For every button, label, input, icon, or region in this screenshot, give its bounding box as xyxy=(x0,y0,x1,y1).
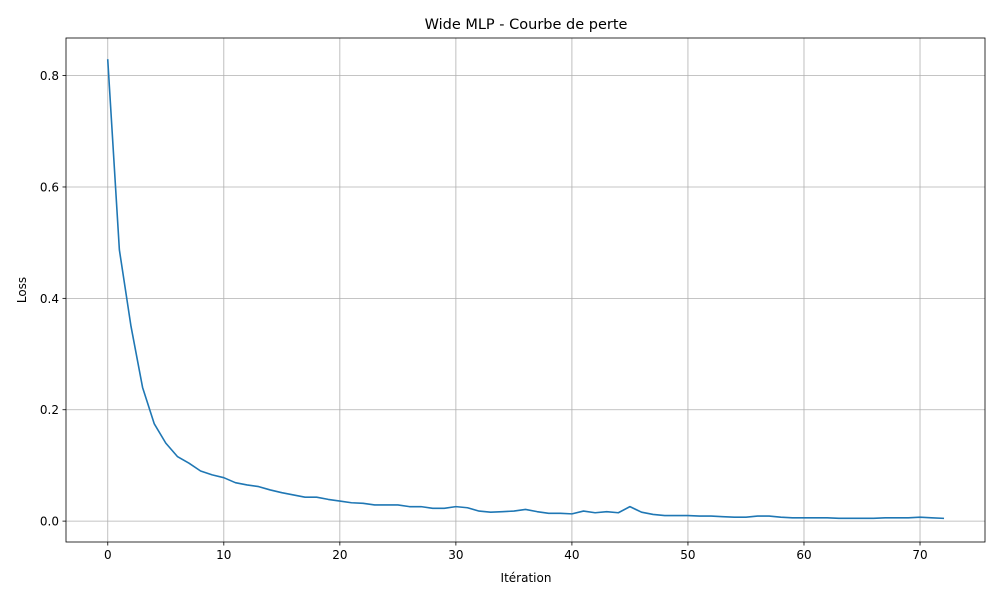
x-axis-label: Itération xyxy=(501,571,552,585)
x-tick-label: 20 xyxy=(332,548,347,562)
series-layer xyxy=(106,59,945,520)
loss-series-line xyxy=(106,59,945,520)
x-tick-label: 50 xyxy=(680,548,695,562)
y-tick-label: 0.8 xyxy=(40,69,59,83)
x-tick-label: 0 xyxy=(104,548,112,562)
y-tick-label: 0.2 xyxy=(40,403,59,417)
y-axis-label: Loss xyxy=(15,277,29,303)
y-tick-label: 0.0 xyxy=(40,515,59,529)
tick-layer: 0 10 20 30 40 50 60 70 0.0 0.2 0.4 0.6 0.8 xyxy=(40,69,928,562)
x-tick-label: 70 xyxy=(912,548,927,562)
y-tick-label: 0.4 xyxy=(40,292,59,306)
chart-title: Wide MLP - Courbe de perte xyxy=(425,17,628,33)
plot-frame xyxy=(65,37,986,543)
x-tick-label: 40 xyxy=(564,548,579,562)
x-tick-label: 10 xyxy=(216,548,231,562)
x-tick-label: 60 xyxy=(796,548,811,562)
grid-lines xyxy=(66,38,985,542)
y-tick-label: 0.6 xyxy=(40,180,59,194)
x-tick-label: 30 xyxy=(448,548,463,562)
